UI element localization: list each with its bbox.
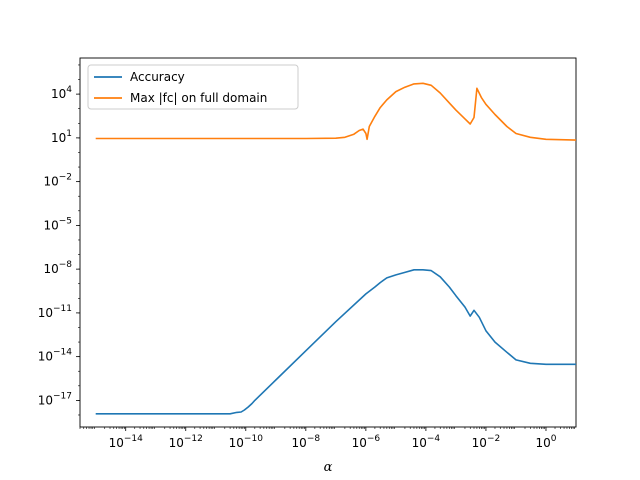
legend-entry: Max |fc| on full domain [130,91,267,105]
x-axis: 10−14 10−12 10−10 10−8 10−6 10−4 10−2 100 [79,427,575,450]
plot-frame [79,57,577,428]
y-tick-label: 101 [51,129,72,145]
x-tick-label: 10−14 [109,434,144,450]
series-layer [95,82,577,415]
x-axis-label: α [324,460,333,475]
y-tick-label: 10−5 [43,216,72,232]
x-tick-label: 100 [535,434,556,450]
x-tick-label: 10−10 [229,434,264,450]
y-tick-label: 10−2 [43,173,72,189]
legend-box [87,64,299,110]
y-tick-label: 10−17 [38,391,72,407]
y-tick-label: 104 [51,85,72,101]
y-tick-label: 10−11 [38,304,72,320]
legend: Accuracy Max |fc| on full domain [87,64,299,110]
series-line-accuracy [95,269,576,415]
x-tick-label: 10−4 [412,434,441,450]
x-tick-label: 10−8 [292,434,321,450]
y-axis: 10−17 10−14 10−11 10−8 10−5 10−2 101 104 [38,64,80,416]
axes-frame [79,57,577,428]
y-tick-label: 10−14 [38,348,73,364]
series-line-max-fc [95,82,577,141]
x-tick-label: 10−2 [472,434,501,450]
x-tick-label: 10−12 [169,434,203,450]
y-tick-label: 10−8 [43,260,72,276]
legend-entry: Accuracy [130,70,185,84]
x-tick-label: 10−6 [352,434,381,450]
